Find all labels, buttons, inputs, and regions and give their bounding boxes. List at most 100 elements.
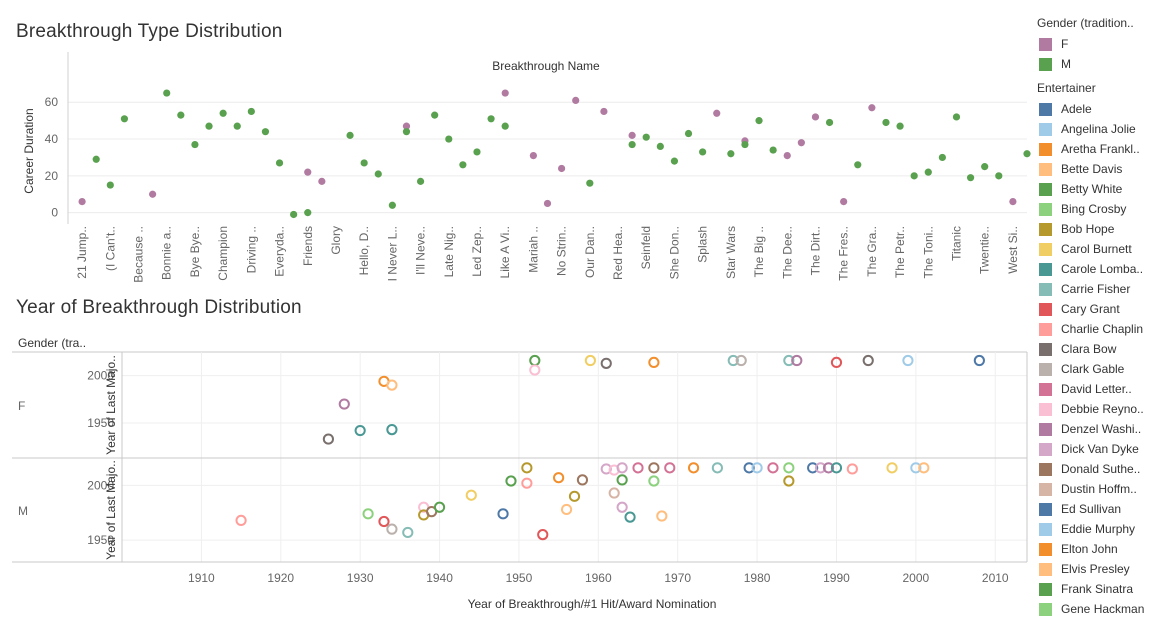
legend-item[interactable]: Elvis Presley [1037,559,1154,579]
data-point-m [163,89,171,97]
data-point [648,475,660,487]
legend-swatch [1039,242,1052,256]
data-point-f [149,190,157,198]
data-point [616,462,628,474]
legend-item[interactable]: F [1037,34,1154,54]
y-tick-label: 1950 [87,533,114,547]
y-tick-label: 40 [45,132,59,146]
data-point [568,490,581,502]
data-point-m [247,107,255,116]
data-point-m [431,111,439,119]
legend-item[interactable]: Eddie Murphy [1037,519,1154,539]
legend-item[interactable]: Dustin Hoffm.. [1037,479,1154,499]
data-point-m [910,172,918,180]
data-point-m [755,117,763,125]
data-point [830,356,843,369]
data-point-m [191,140,199,149]
x-tick-label: Bonnie a.. [160,226,174,280]
legend-item[interactable]: Donald Suthe.. [1037,459,1154,479]
data-point-m [699,148,707,156]
data-point-f [558,164,566,173]
x-tick-label: The Dirt.. [808,226,822,275]
legend-label: Frank Sinatra [1061,582,1134,596]
x-tick-label: 1940 [426,571,453,585]
legend-item[interactable]: Clark Gable [1037,359,1154,379]
data-point [648,356,660,369]
legend-label: Gene Hackman [1061,602,1145,616]
data-point [521,477,533,489]
y-tick-label: 60 [45,95,59,109]
legend-swatch [1039,482,1052,496]
legend-item[interactable]: Bob Hope [1037,219,1154,239]
data-point [846,463,858,475]
legend-swatch [1039,57,1052,71]
x-tick-label: Led Zep.. [470,226,484,277]
legend-item[interactable]: Bette Davis [1037,159,1154,179]
legend-label: David Letter.. [1061,382,1132,396]
legend-item[interactable]: Carrie Fisher [1037,279,1154,299]
legend-label: Cary Grant [1061,302,1120,316]
legend-item[interactable]: David Letter.. [1037,379,1154,399]
data-point [576,474,589,486]
x-tick-label: The Big .. [752,226,766,277]
legend-item[interactable]: Carole Lomba.. [1037,259,1154,279]
data-point-f [713,109,721,117]
legend-item[interactable]: Ed Sullivan [1037,499,1154,519]
legend-item[interactable]: Elton John [1037,539,1154,559]
legend-label: Eddie Murphy [1061,522,1136,536]
data-point [616,474,628,486]
data-point [830,462,843,474]
data-point [791,354,803,367]
year-of-breakthrough-chart: Gender (tra.. 1910 1920 1930 1940 1950 1960 197… [12,336,1028,611]
x-tick-label: 1980 [744,571,771,585]
legend-label: F [1061,37,1069,51]
data-point [505,475,517,487]
data-point [600,357,612,369]
legend-swatch [1039,202,1052,216]
legend-label: Aretha Frankl.. [1061,142,1140,156]
legend-label: Charlie Chaplin [1061,322,1144,336]
legend-item[interactable]: Betty White [1037,179,1154,199]
legend-item[interactable]: Angelina Jolie [1037,119,1154,139]
legend-swatch [1039,162,1052,176]
data-point [767,462,779,474]
data-point [521,462,533,474]
legend-item[interactable]: Debbie Reyno.. [1037,399,1154,419]
data-point-m [642,133,650,141]
legend-swatch [1039,402,1052,416]
legend-item[interactable]: Frank Sinatra [1037,579,1154,599]
legend-item[interactable]: Aretha Frankl.. [1037,139,1154,159]
legend-item[interactable]: Gene Hackman [1037,599,1154,619]
legend-label: Clark Gable [1061,362,1125,376]
legend-item[interactable]: Bing Crosby [1037,199,1154,219]
legend-item[interactable]: M [1037,54,1154,74]
legend-label: Betty White [1061,182,1123,196]
legend-item[interactable]: Charlie Chaplin [1037,319,1154,339]
legend-item[interactable]: Dick Van Dyke [1037,439,1154,459]
legend-label: Bob Hope [1061,222,1115,236]
data-point-m [487,115,495,123]
data-point [362,508,374,520]
data-point-m [938,153,946,162]
data-point-f [318,177,326,185]
legend-swatch [1039,462,1052,476]
x-tick-label: 1950 [506,571,533,585]
breakthrough-type-chart: Breakthrough Name Career Duration 0 20 40 60 2… [22,52,1031,283]
legend-item[interactable]: Cary Grant [1037,299,1154,319]
data-point [632,462,644,474]
legend-item[interactable]: Clara Bow [1037,339,1154,359]
legend-item[interactable]: Denzel Washi.. [1037,419,1154,439]
data-point [402,526,414,539]
legend-item[interactable]: Adele [1037,99,1154,119]
data-point-f [572,96,580,104]
data-point [711,462,723,474]
data-point-m [360,159,368,167]
data-point [735,354,747,367]
data-point-m [374,170,382,178]
data-point-f [628,131,636,139]
legend-swatch [1039,522,1052,536]
x-tick-label: Our Dan.. [583,226,597,278]
legend-item[interactable]: Carol Burnett [1037,239,1154,259]
data-point [783,462,795,474]
